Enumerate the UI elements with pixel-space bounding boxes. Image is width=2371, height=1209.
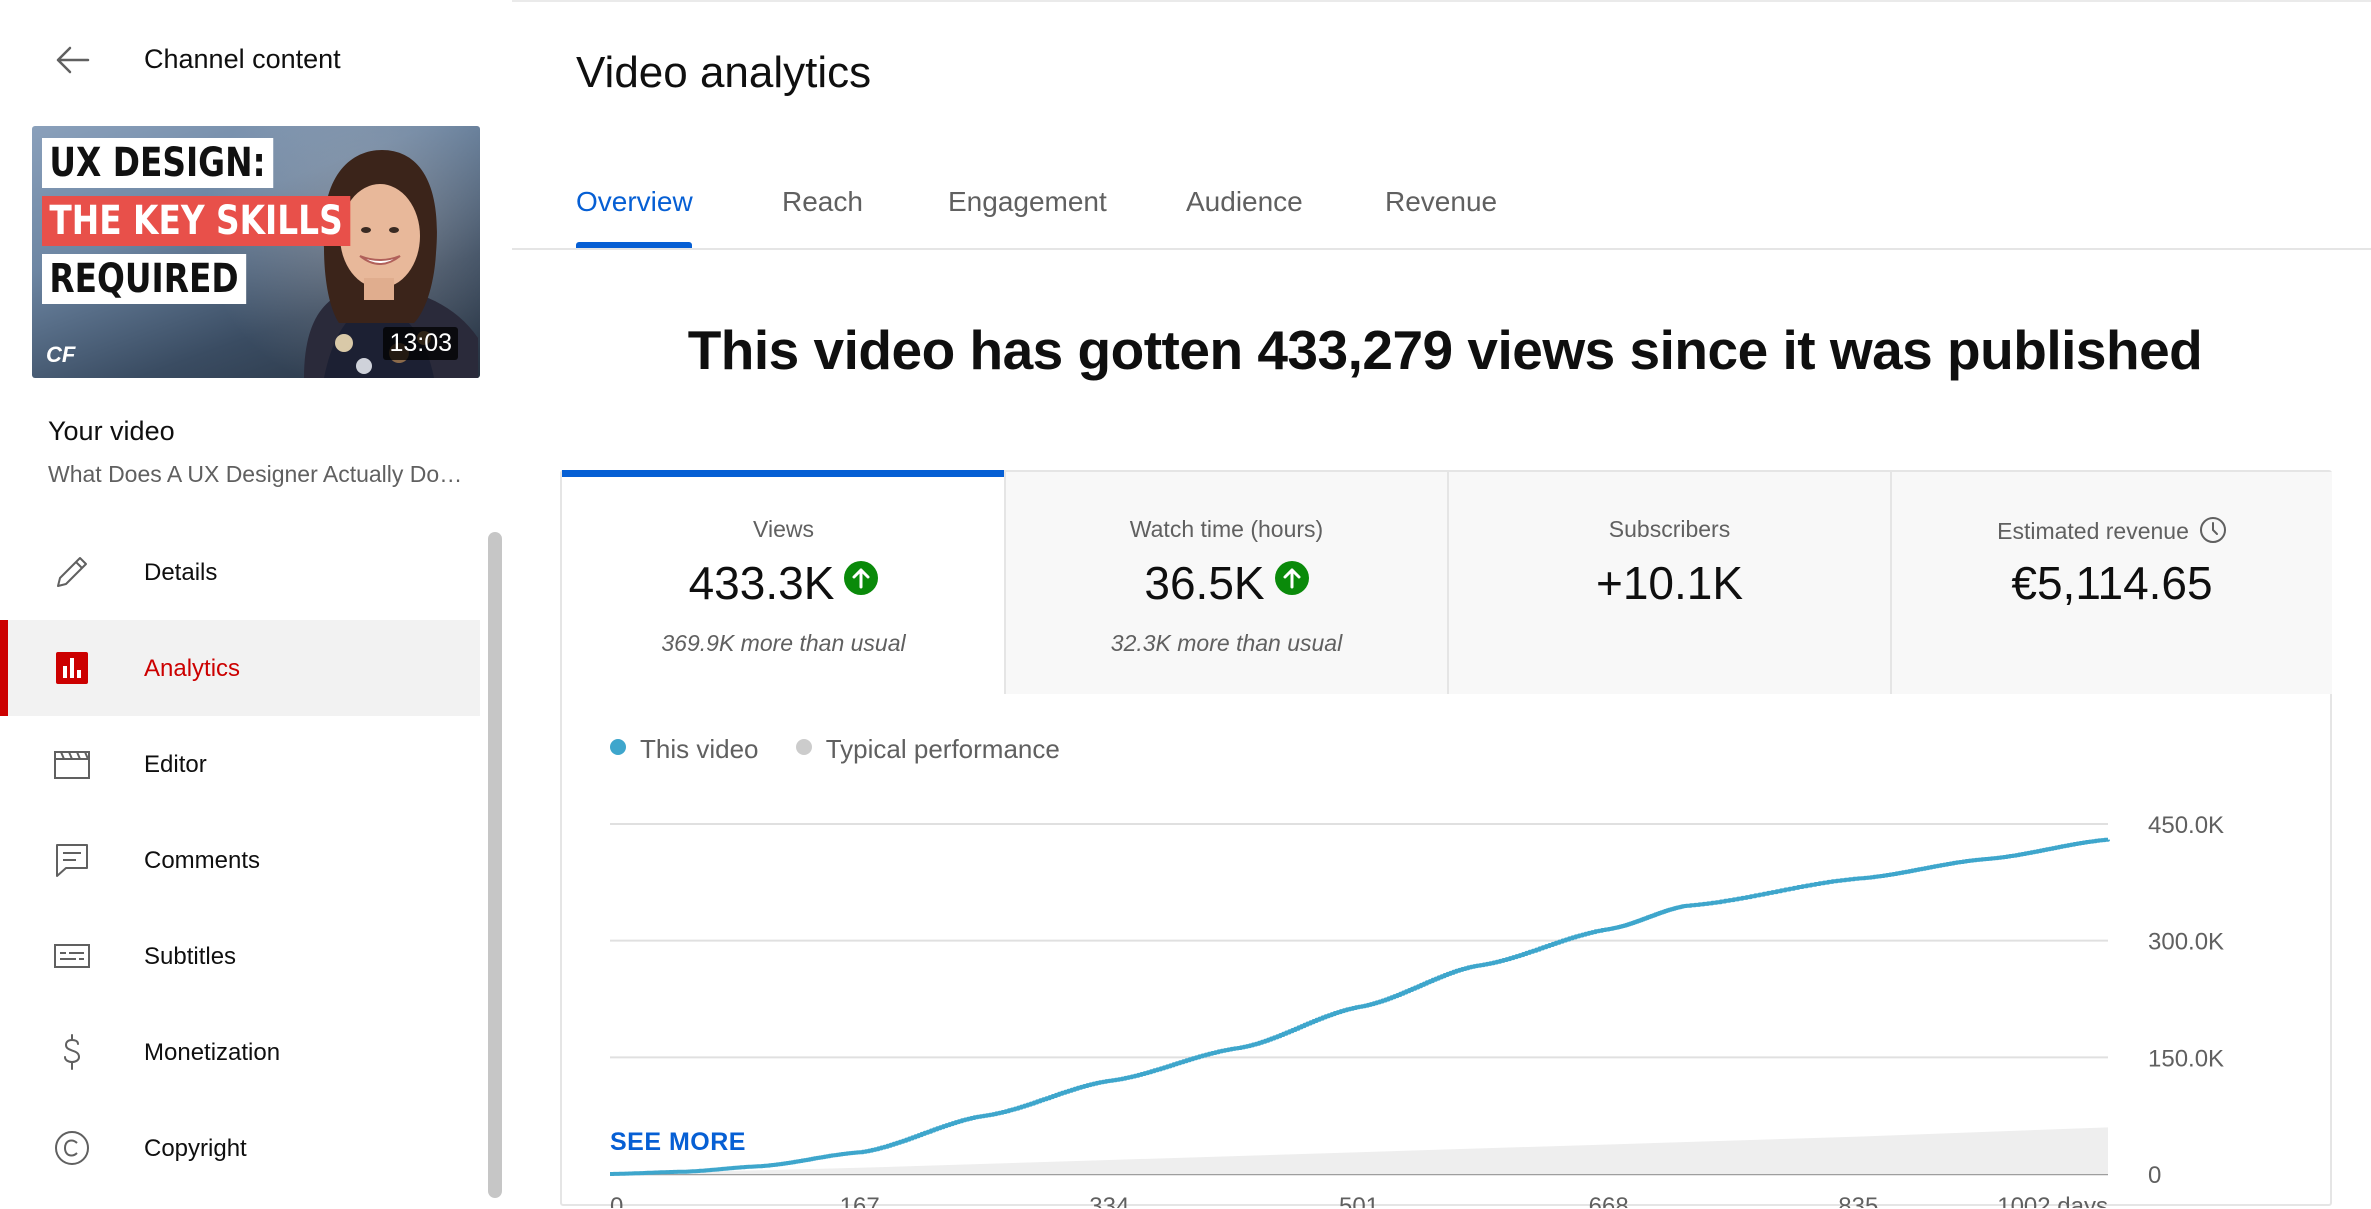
metric-comparison: 32.3K more than usual	[1110, 630, 1343, 656]
sidebar-item-monetization[interactable]: Monetization	[0, 1004, 480, 1100]
analytics-icon	[56, 652, 88, 684]
views-chart: 450.0K 300.0K 150.0K 0 0 167 334 501 668 835 1002 …	[609, 812, 2224, 1208]
metric-subscribers[interactable]: Subscribers +10.1K	[1447, 472, 1890, 694]
sidebar-item-label: Details	[144, 559, 218, 586]
metric-value-text: +10.1K	[1595, 557, 1744, 609]
thumbnail-text-line-2: THE KEY SKILLS	[42, 196, 351, 246]
sidebar-item-label: Analytics	[144, 655, 241, 682]
trend-up-icon	[844, 561, 879, 595]
metric-watch-time[interactable]: Watch time (hours) 36.5K 32.3K more than…	[1004, 472, 1447, 694]
channel-content-label[interactable]: Channel content	[144, 44, 341, 74]
pencil-icon	[57, 557, 87, 587]
comment-icon	[56, 844, 88, 877]
legend-label: Typical performance	[825, 734, 1060, 764]
tab-overview[interactable]: Overview	[576, 186, 693, 217]
dollar-icon	[64, 1034, 81, 1070]
back-row: Channel content	[0, 0, 512, 120]
sidebar-item-label: Comments	[144, 847, 261, 874]
chart-legend: This video Typical performance	[610, 734, 1090, 765]
sidebar-item-label: Subtitles	[144, 943, 237, 970]
x-tick-label: 0	[610, 1193, 623, 1208]
sidebar-item-analytics[interactable]: Analytics	[0, 620, 480, 716]
y-tick-label: 0	[2148, 1162, 2161, 1189]
metric-value-text: 433.3K	[688, 557, 835, 609]
metric-value: +10.1K	[1449, 556, 1890, 610]
copyright-icon	[55, 1131, 89, 1165]
metric-value: 433.3K	[562, 556, 1005, 610]
thumbnail-text-line-1: UX DESIGN:	[42, 138, 274, 188]
metric-views[interactable]: Views 433.3K 369.9K more than usual	[562, 470, 1005, 694]
metric-label: Views	[753, 516, 814, 542]
video-duration: 13:03	[383, 327, 458, 360]
page-title: Video analytics	[576, 48, 872, 97]
x-tick-label: 835	[1838, 1193, 1878, 1208]
x-tick-label: 501	[1339, 1193, 1379, 1208]
analytics-card: Views 433.3K 369.9K more than usual Watc…	[560, 470, 2332, 1208]
tab-revenue[interactable]: Revenue	[1385, 186, 1498, 217]
sidebar-item-copyright[interactable]: Copyright	[0, 1100, 480, 1196]
legend-item-typical[interactable]: Typical performance	[795, 734, 1060, 765]
views-headline: This video has gotten 433,279 views sinc…	[687, 319, 2203, 381]
metric-comparison: 369.9K more than usual	[661, 630, 906, 656]
sidebar-item-editor[interactable]: Editor	[0, 716, 480, 812]
y-tick-label: 150.0K	[2148, 1045, 2224, 1072]
x-tick-label: 668	[1589, 1193, 1629, 1208]
your-video-label: Your video	[48, 416, 175, 446]
legend-label: This video	[640, 734, 759, 764]
sidebar-item-label: Copyright	[144, 1135, 247, 1162]
subtitles-icon	[54, 944, 90, 968]
sidebar-item-subtitles[interactable]: Subtitles	[0, 908, 480, 1004]
metric-value-text: €5,114.65	[2011, 557, 2213, 609]
y-tick-label: 450.0K	[2148, 812, 2224, 839]
typical-performance-area	[610, 1127, 2108, 1174]
active-tab-indicator	[576, 242, 692, 248]
video-title[interactable]: What Does A UX Designer Actually Do? (An…	[48, 461, 468, 487]
metric-value: 36.5K	[1006, 556, 1447, 610]
metric-estimated-revenue[interactable]: Estimated revenue €5,114.65	[1890, 472, 2332, 694]
sidebar-nav: Details Analytics Editor Comments	[0, 524, 480, 1196]
metric-value-text: 36.5K	[1144, 557, 1265, 609]
sidebar-item-label: Editor	[144, 751, 207, 778]
tab-engagement[interactable]: Engagement	[948, 186, 1107, 217]
legend-dot-this-video	[610, 739, 626, 755]
sidebar-item-label: Monetization	[144, 1039, 281, 1066]
sidebar-item-comments[interactable]: Comments	[0, 812, 480, 908]
sidebar: Channel content UX DESIGN: THE KEY SKILL…	[0, 0, 512, 1209]
thumbnail-text-line-3: REQUIRED	[42, 254, 247, 304]
metric-value: €5,114.65	[1892, 556, 2332, 610]
this-video-line	[609, 837, 2110, 1176]
x-tick-label: 167	[840, 1193, 880, 1208]
see-more-link[interactable]: SEE MORE	[610, 1128, 746, 1156]
tab-audience[interactable]: Audience	[1186, 186, 1303, 217]
brand-logo: CF	[46, 342, 76, 367]
back-arrow-icon[interactable]	[52, 40, 92, 80]
clapperboard-icon	[54, 751, 90, 779]
top-border	[0, 0, 2371, 2]
x-tick-label: 334	[1089, 1193, 1129, 1208]
y-tick-label: 300.0K	[2148, 929, 2224, 956]
trend-up-icon	[1274, 561, 1309, 595]
tab-bar: Overview Reach Engagement Audience Reven…	[512, 170, 2371, 250]
video-thumbnail[interactable]: UX DESIGN: THE KEY SKILLS REQUIRED CF 13…	[32, 126, 480, 378]
sidebar-scrollbar[interactable]	[488, 532, 502, 1198]
legend-dot-typical	[795, 739, 812, 755]
metric-label: Watch time (hours)	[1129, 516, 1324, 542]
sidebar-item-details[interactable]: Details	[0, 524, 480, 620]
tab-reach[interactable]: Reach	[782, 186, 863, 217]
clock-icon[interactable]	[2199, 516, 2227, 544]
x-tick-label: 1002 days	[1997, 1193, 2108, 1208]
metric-label: Subscribers	[1608, 516, 1731, 542]
metric-label-text: Estimated revenue	[1997, 518, 2189, 544]
legend-item-this-video[interactable]: This video	[610, 734, 759, 765]
metric-label: Estimated revenue	[1892, 516, 2332, 545]
